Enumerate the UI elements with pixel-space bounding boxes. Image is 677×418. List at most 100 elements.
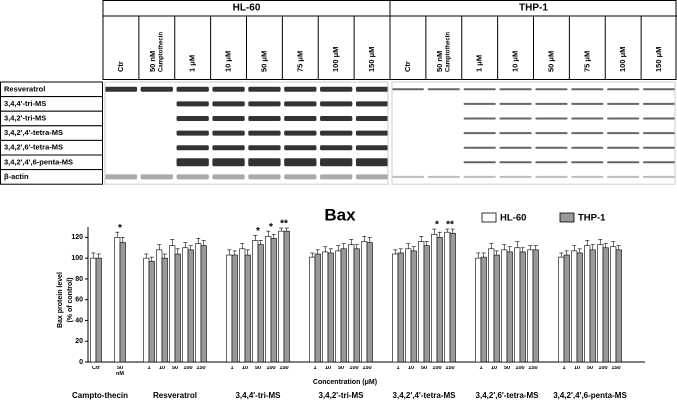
x-tick-label: 50 [254, 366, 262, 371]
bar [602, 247, 609, 363]
bar [449, 232, 456, 363]
column-label: 50 μM [546, 51, 555, 72]
group-label: 3,4,2',4',6-penta-MS [553, 392, 627, 400]
x-tick-label: 50 nM [116, 366, 124, 377]
error-bar [175, 248, 180, 254]
bar [265, 236, 272, 363]
x-tick-label: 50 [504, 366, 510, 371]
blot-band [212, 145, 245, 151]
column-label: 10 μM [224, 51, 233, 72]
y-tick-label: 40 [75, 317, 83, 324]
y-axis-label: Bax protein level [57, 272, 64, 328]
x-tick-label: 100 [183, 366, 192, 371]
bar [148, 260, 155, 363]
blot-band [355, 101, 389, 107]
error-bar [96, 253, 101, 259]
x-tick-label: 150 [362, 366, 372, 371]
blot-band [176, 158, 209, 167]
x-tick-label: 100 [349, 366, 358, 371]
bar [610, 246, 617, 363]
group-label: 3,4,4'-tri-MS [235, 392, 280, 400]
bar [327, 252, 334, 363]
blot-band [284, 145, 317, 151]
error-bar [170, 239, 175, 246]
group-label: Campto-thecin [72, 392, 128, 400]
x-tick-label: 150 [279, 366, 289, 371]
x-tick-label: 150 [611, 366, 621, 371]
error-bar [598, 239, 603, 245]
blot-band [248, 158, 281, 167]
x-tick-label: 150 [611, 366, 621, 371]
blot-band [212, 158, 245, 167]
bar [231, 254, 238, 363]
bar [475, 257, 482, 363]
blot-band [284, 116, 317, 121]
x-tick-label: 10 [407, 366, 415, 371]
y-tick-label: 60 [75, 297, 83, 304]
bar [501, 249, 508, 363]
x-tick-label: 10 [573, 366, 581, 371]
error-bar [507, 246, 512, 252]
bar [397, 252, 404, 363]
x-tick-label: 10 [158, 366, 166, 371]
blot-band [248, 174, 281, 180]
error-bar [489, 243, 494, 249]
error-bar [603, 243, 608, 248]
bar [423, 245, 430, 363]
blot-band [642, 117, 676, 120]
x-tick-label: 10 [490, 366, 498, 371]
x-tick-label: Ctr [92, 366, 100, 371]
bar [195, 243, 202, 363]
column-label: 100 μM [331, 47, 340, 72]
error-bar [494, 250, 499, 256]
bar [366, 242, 373, 363]
blot-band [535, 175, 568, 178]
bar [322, 251, 329, 363]
bar [309, 256, 316, 363]
bar [174, 253, 181, 363]
bar [95, 257, 102, 363]
blot-band [535, 88, 568, 91]
blot-band [607, 88, 640, 91]
x-tick-label: 100 [598, 366, 607, 371]
bar [244, 254, 251, 363]
bar [335, 250, 342, 363]
blot-band [463, 102, 496, 105]
blot-frame [391, 81, 676, 185]
error-bar [445, 228, 450, 233]
x-tick-label: 150 [279, 366, 289, 371]
bar [252, 240, 259, 363]
blot-band [284, 101, 317, 107]
x-tick-label: 10 [490, 366, 498, 371]
blot-band [607, 175, 640, 178]
bar [187, 249, 194, 363]
bar [514, 247, 521, 363]
group-label: 3,4,2',6'-tetra-MS [476, 392, 539, 400]
x-tick-label: 150 [528, 366, 538, 371]
group-label: 3,4,2',4'-tetra-MS [393, 392, 456, 400]
blot-band [248, 86, 281, 92]
error-bar [450, 228, 455, 234]
blot-band [607, 132, 640, 135]
blot-band [499, 117, 532, 120]
blot-band [571, 117, 604, 120]
blot-band [571, 132, 604, 135]
error-bar [481, 252, 486, 258]
column-label: 50 nM [435, 51, 444, 72]
error-bar [245, 249, 250, 256]
significance-marker: ** [280, 219, 288, 230]
x-tick-label: 10 [158, 366, 166, 371]
blot-band [391, 88, 425, 91]
error-bar [476, 252, 481, 259]
significance-marker: * [118, 223, 122, 234]
x-tick-label: 50 [254, 366, 262, 371]
error-bar [336, 245, 341, 251]
blot-band [320, 158, 353, 167]
blot-band [463, 161, 496, 164]
blot-band [463, 175, 496, 178]
x-tick-label: 100 [266, 366, 276, 371]
x-tick-label: 100 [515, 366, 524, 371]
blot-band [607, 117, 640, 120]
column-label: 100 μM [618, 47, 627, 72]
error-bar [398, 248, 403, 253]
